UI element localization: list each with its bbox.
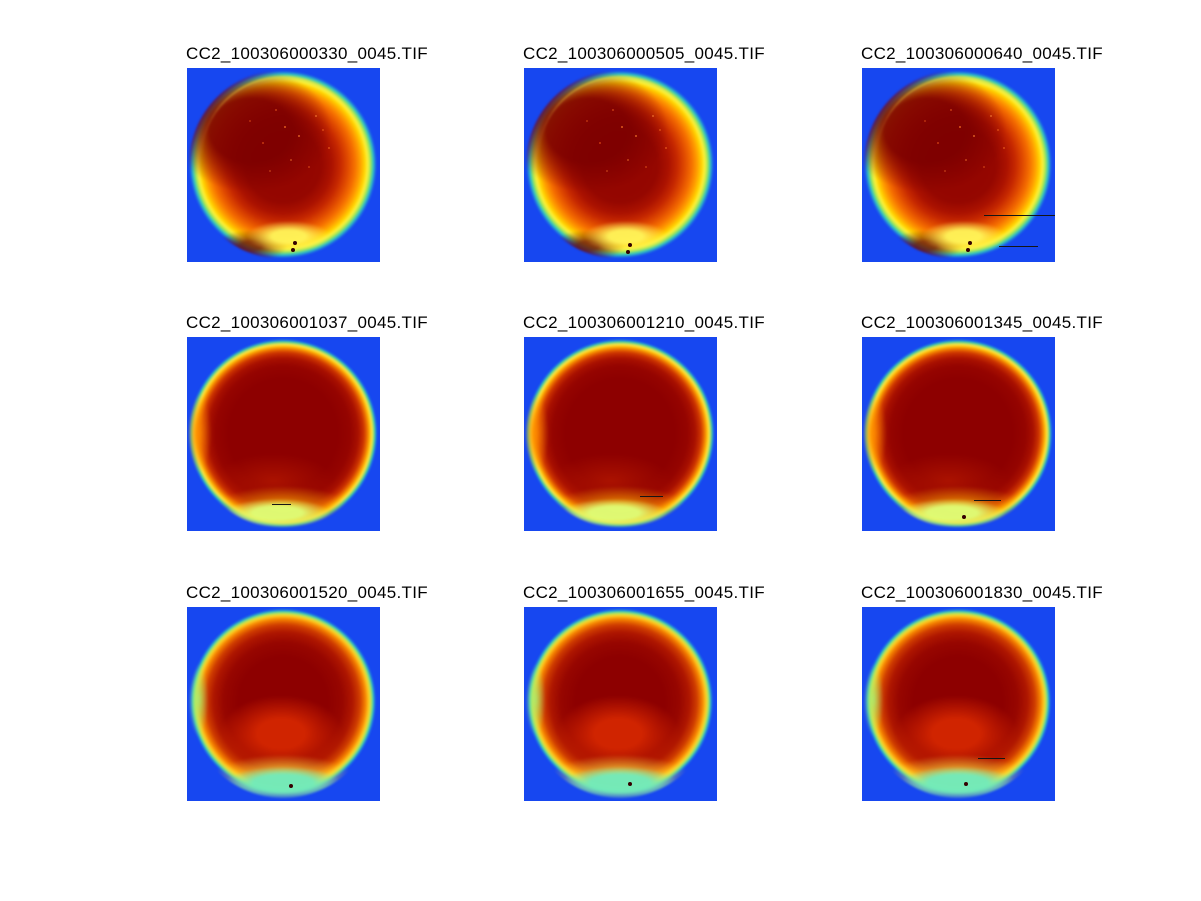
dust-dot-artifact <box>968 240 973 245</box>
subplot-title: CC2_100306001037_0045.TIF <box>186 313 428 332</box>
allsky-image <box>524 607 717 801</box>
allsky-disk <box>864 339 1052 528</box>
allsky-image <box>187 337 380 531</box>
dust-dot-artifact <box>293 240 298 245</box>
subplot-r2c2: CC2_100306001210_0045.TIF <box>523 313 765 531</box>
subplot-title: CC2_100306000505_0045.TIF <box>523 44 765 63</box>
dark-squiggle-artifact <box>271 503 292 505</box>
allsky-image <box>862 337 1055 531</box>
subplot-title: CC2_100306001830_0045.TIF <box>861 583 1103 602</box>
subplot-r3c3: CC2_100306001830_0045.TIF <box>861 583 1103 801</box>
allsky-image <box>524 68 717 262</box>
scanline-artifact <box>983 215 1055 217</box>
subplot-r3c1: CC2_100306001520_0045.TIF <box>186 583 428 801</box>
allsky-image <box>187 607 380 801</box>
allsky-disk <box>189 609 377 798</box>
subplot-r2c3: CC2_100306001345_0045.TIF <box>861 313 1103 531</box>
allsky-disk <box>526 609 714 798</box>
allsky-disk <box>864 609 1052 798</box>
subplot-title: CC2_100306001520_0045.TIF <box>186 583 428 602</box>
allsky-disk <box>189 70 377 259</box>
subplot-r3c2: CC2_100306001655_0045.TIF <box>523 583 765 801</box>
dust-dot-artifact <box>628 781 633 786</box>
scanline-artifact <box>999 246 1038 248</box>
speckle-artifacts <box>283 126 286 129</box>
allsky-disk <box>526 339 714 528</box>
subplot-r2c1: CC2_100306001037_0045.TIF <box>186 313 428 531</box>
allsky-disk <box>864 70 1052 259</box>
allsky-image <box>524 337 717 531</box>
subplot-title: CC2_100306000640_0045.TIF <box>861 44 1103 63</box>
dust-dot-artifact <box>962 515 967 520</box>
allsky-image <box>862 68 1055 262</box>
dust-dot-artifact <box>628 242 633 247</box>
dust-dot-artifact <box>291 248 296 253</box>
speckle-artifacts <box>958 126 961 129</box>
dust-dot-artifact <box>289 783 294 788</box>
dark-squiggle-artifact <box>977 758 1005 760</box>
allsky-image <box>187 68 380 262</box>
dust-dot-artifact <box>964 781 969 786</box>
subplot-r1c2: CC2_100306000505_0045.TIF <box>523 44 765 262</box>
dark-squiggle-artifact <box>973 499 1001 501</box>
subplot-r1c1: CC2_100306000330_0045.TIF <box>186 44 428 262</box>
dust-dot-artifact <box>626 250 631 255</box>
subplot-r1c3: CC2_100306000640_0045.TIF <box>861 44 1103 262</box>
dark-squiggle-artifact <box>639 496 663 498</box>
subplot-title: CC2_100306001210_0045.TIF <box>523 313 765 332</box>
speckle-artifacts <box>620 126 623 129</box>
subplot-title: CC2_100306000330_0045.TIF <box>186 44 428 63</box>
subplot-title: CC2_100306001655_0045.TIF <box>523 583 765 602</box>
allsky-image <box>862 607 1055 801</box>
dust-dot-artifact <box>966 248 971 253</box>
allsky-disk <box>526 70 714 259</box>
subplot-title: CC2_100306001345_0045.TIF <box>861 313 1103 332</box>
allsky-disk <box>189 339 377 528</box>
